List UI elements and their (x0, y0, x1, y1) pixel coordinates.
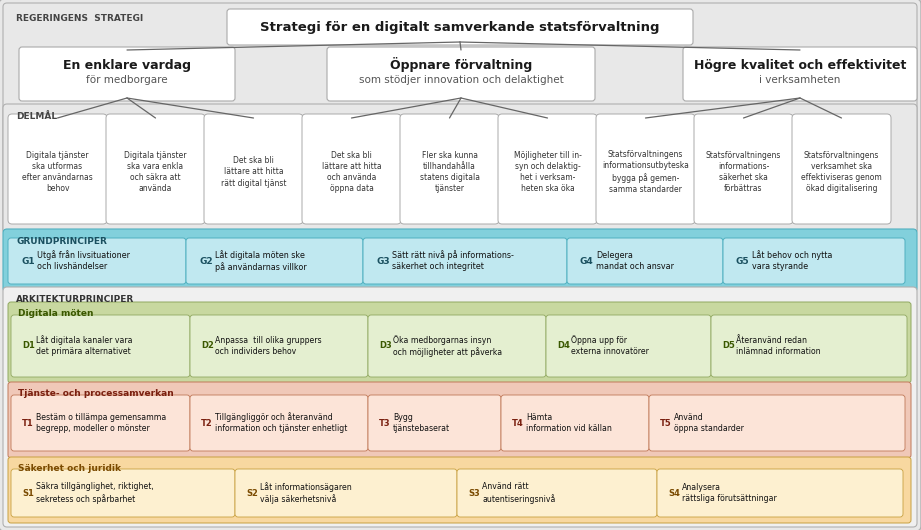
Text: Öppnare förvaltning: Öppnare förvaltning (390, 57, 532, 73)
FancyBboxPatch shape (596, 114, 695, 224)
Text: ARKITEKTURPRINCIPER: ARKITEKTURPRINCIPER (16, 295, 134, 304)
FancyBboxPatch shape (3, 287, 917, 527)
Text: Låt behov och nytta
vara styrande: Låt behov och nytta vara styrande (752, 251, 833, 271)
FancyBboxPatch shape (457, 469, 657, 517)
FancyBboxPatch shape (11, 315, 190, 377)
FancyBboxPatch shape (327, 47, 595, 101)
Text: S2: S2 (246, 489, 258, 498)
Text: Öppna upp för
externa innovatörer: Öppna upp för externa innovatörer (571, 335, 649, 357)
Text: Tjänste- och processamverkan: Tjänste- och processamverkan (18, 389, 174, 398)
Text: T1: T1 (22, 419, 34, 428)
Text: Bestäm o tillämpa gemensamma
begrepp, modeller o mönster: Bestäm o tillämpa gemensamma begrepp, mo… (36, 413, 167, 433)
Text: G2: G2 (199, 257, 213, 266)
Text: Låt digitala möten ske
på användarnas villkor: Låt digitala möten ske på användarnas vi… (215, 250, 307, 272)
FancyBboxPatch shape (302, 114, 401, 224)
FancyBboxPatch shape (3, 104, 917, 234)
Text: Delegera
mandat och ansvar: Delegera mandat och ansvar (596, 251, 674, 271)
Text: Hämta
information vid källan: Hämta information vid källan (526, 413, 612, 433)
Text: Det ska bli
lättare att hitta
och använda
öppna data: Det ska bli lättare att hitta och använd… (321, 151, 381, 193)
FancyBboxPatch shape (8, 114, 107, 224)
Text: Statsförvaltningens
informations-
säkerhet ska
förbättras: Statsförvaltningens informations- säkerh… (705, 151, 781, 193)
Text: D1: D1 (22, 341, 35, 350)
Text: GRUNDPRINCIPER: GRUNDPRINCIPER (16, 237, 107, 246)
Text: Statsförvaltningens
verksamhet ska
effektiviseras genom
ökad digitalisering: Statsförvaltningens verksamhet ska effek… (801, 151, 882, 193)
Text: G4: G4 (580, 257, 594, 266)
Text: DELMÅL: DELMÅL (16, 112, 57, 121)
Text: D4: D4 (557, 341, 570, 350)
FancyBboxPatch shape (694, 114, 793, 224)
Text: Säkra tillgänglighet, riktighet,
sekretess och spårbarhet: Säkra tillgänglighet, riktighet, sekrete… (36, 482, 154, 504)
FancyBboxPatch shape (8, 302, 911, 383)
FancyBboxPatch shape (3, 3, 917, 233)
Text: Statsförvaltningens
informationsutbyteska
bygga på gemen-
samma standarder: Statsförvaltningens informationsutbytesk… (602, 151, 689, 194)
Text: Låt digitala kanaler vara
det primära alternativet: Låt digitala kanaler vara det primära al… (36, 335, 133, 357)
FancyBboxPatch shape (368, 315, 546, 377)
FancyBboxPatch shape (657, 469, 903, 517)
Text: Utgå från livsituationer
och livshändelser: Utgå från livsituationer och livshändels… (37, 251, 130, 271)
Text: Digitala tjänster
ska utformas
efter användarnas
behov: Digitala tjänster ska utformas efter anv… (22, 151, 93, 193)
Text: T3: T3 (379, 419, 391, 428)
Text: Högre kvalitet och effektivitet: Högre kvalitet och effektivitet (694, 58, 906, 72)
FancyBboxPatch shape (8, 238, 186, 284)
Text: S4: S4 (668, 489, 680, 498)
Text: S1: S1 (22, 489, 34, 498)
FancyBboxPatch shape (186, 238, 363, 284)
FancyBboxPatch shape (8, 457, 911, 523)
FancyBboxPatch shape (723, 238, 905, 284)
Text: Bygg
tjänstebaserat: Bygg tjänstebaserat (393, 413, 450, 433)
Text: D5: D5 (722, 341, 735, 350)
FancyBboxPatch shape (363, 238, 567, 284)
Text: Använd rätt
autentiseringsnivå: Använd rätt autentiseringsnivå (482, 482, 555, 504)
Text: Fler ska kunna
tillhandahålla
statens digitala
tjänster: Fler ska kunna tillhandahålla statens di… (419, 151, 480, 193)
FancyBboxPatch shape (19, 47, 235, 101)
Text: G3: G3 (376, 257, 390, 266)
Text: Sätt rätt nivå på informations-
säkerhet och integritet: Sätt rätt nivå på informations- säkerhet… (392, 251, 514, 271)
FancyBboxPatch shape (190, 315, 368, 377)
Text: Strategi för en digitalt samverkande statsförvaltning: Strategi för en digitalt samverkande sta… (261, 21, 659, 33)
Text: G1: G1 (21, 257, 35, 266)
Text: Använd
öppna standarder: Använd öppna standarder (674, 413, 744, 433)
FancyBboxPatch shape (546, 315, 711, 377)
FancyBboxPatch shape (498, 114, 597, 224)
FancyBboxPatch shape (8, 382, 911, 458)
Text: Tillgängliggör och återanvänd
information och tjänster enhetligt: Tillgängliggör och återanvänd informatio… (215, 412, 347, 434)
FancyBboxPatch shape (204, 114, 303, 224)
FancyBboxPatch shape (11, 469, 235, 517)
FancyBboxPatch shape (711, 315, 907, 377)
Text: En enklare vardag: En enklare vardag (63, 58, 191, 72)
FancyBboxPatch shape (106, 114, 205, 224)
FancyBboxPatch shape (501, 395, 649, 451)
Text: Digitala tjänster
ska vara enkla
och säkra att
använda: Digitala tjänster ska vara enkla och säk… (124, 151, 187, 193)
FancyBboxPatch shape (683, 47, 917, 101)
FancyBboxPatch shape (368, 395, 501, 451)
FancyBboxPatch shape (235, 469, 457, 517)
FancyBboxPatch shape (567, 238, 723, 284)
FancyBboxPatch shape (11, 395, 190, 451)
Text: T5: T5 (660, 419, 671, 428)
Text: D3: D3 (379, 341, 391, 350)
Text: T4: T4 (512, 419, 524, 428)
Text: Möjligheter till in-
syn och delaktig-
het i verksam-
heten ska öka: Möjligheter till in- syn och delaktig- h… (514, 151, 581, 193)
Text: Återanvänd redan
inlämnad information: Återanvänd redan inlämnad information (736, 336, 821, 356)
Text: Analysera
rättsliga förutsättningar: Analysera rättsliga förutsättningar (682, 483, 776, 503)
Text: S3: S3 (468, 489, 480, 498)
FancyBboxPatch shape (792, 114, 891, 224)
Text: Det ska bli
lättare att hitta
rätt digital tjänst: Det ska bli lättare att hitta rätt digit… (221, 156, 286, 188)
Text: som stödjer innovation och delaktighet: som stödjer innovation och delaktighet (358, 75, 564, 85)
Text: för medborgare: för medborgare (87, 75, 168, 85)
Text: REGERINGENS  STRATEGI: REGERINGENS STRATEGI (16, 14, 144, 23)
Text: Säkerhet och juridik: Säkerhet och juridik (18, 464, 121, 473)
FancyBboxPatch shape (649, 395, 905, 451)
Text: Digitala möten: Digitala möten (18, 309, 94, 318)
Text: G5: G5 (736, 257, 750, 266)
FancyBboxPatch shape (3, 229, 917, 292)
Text: Öka medborgarnas insyn
och möjligheter att påverka: Öka medborgarnas insyn och möjligheter a… (393, 335, 502, 357)
FancyBboxPatch shape (400, 114, 499, 224)
Text: Låt informationsägaren
välja säkerhetsnivå: Låt informationsägaren välja säkerhetsni… (260, 482, 352, 504)
Text: D2: D2 (201, 341, 214, 350)
FancyBboxPatch shape (227, 9, 693, 45)
Text: T2: T2 (201, 419, 213, 428)
Text: i verksamheten: i verksamheten (759, 75, 841, 85)
Text: Anpassa  till olika gruppers
och individers behov: Anpassa till olika gruppers och individe… (215, 336, 321, 356)
